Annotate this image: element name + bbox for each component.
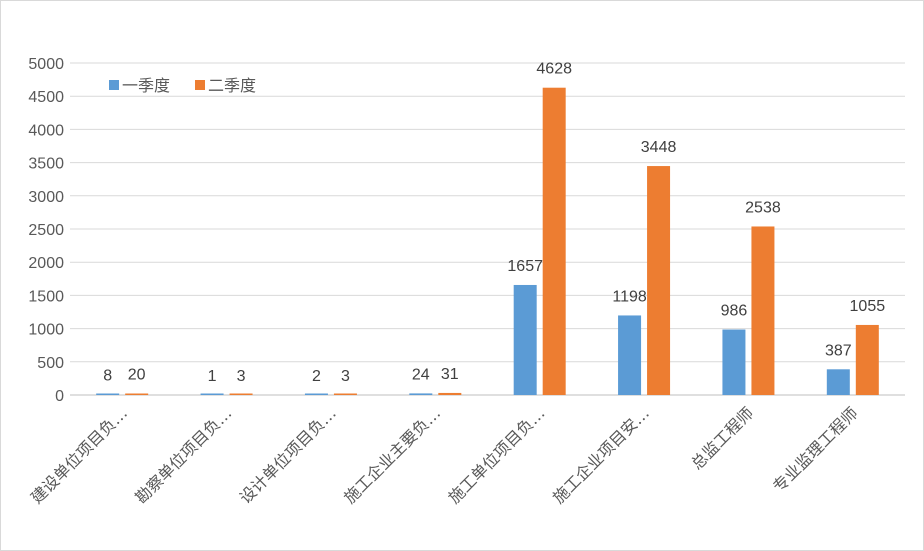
x-axis-categories: 建设单位项目负… 勘察单位项目负… 设计单位项目负… 施工企业主要负… 施工单位项目负…… (27, 403, 862, 507)
x-category-label: 总监工程师 (687, 403, 757, 473)
y-tick-label: 2000 (28, 255, 64, 272)
y-tick-label: 4000 (28, 122, 64, 139)
data-label: 3448 (641, 139, 677, 156)
x-category-label: 勘察单位项目负… (131, 403, 235, 507)
y-tick-label: 5000 (28, 56, 64, 73)
bar-q2 (438, 392, 462, 395)
bar-q1 (409, 393, 433, 395)
data-label: 1055 (850, 298, 886, 315)
y-tick-label: 2500 (28, 222, 64, 239)
legend-swatch-q1 (109, 80, 119, 90)
data-label: 31 (441, 366, 459, 383)
data-label: 3 (341, 368, 350, 385)
legend-label-q1: 一季度 (122, 76, 170, 95)
bar-q2 (855, 324, 879, 395)
x-category-label: 专业监理工程师 (769, 403, 862, 496)
x-category-label: 施工单位项目负… (445, 403, 549, 507)
bar-q1 (513, 284, 537, 395)
y-axis-ticks: 0 500 1000 1500 2000 2500 3000 3500 4000 4500 5000 (28, 56, 64, 405)
y-tick-label: 4500 (28, 89, 64, 106)
data-label: 1198 (612, 288, 647, 305)
data-label: 1657 (507, 258, 543, 275)
bar-q2 (751, 226, 775, 395)
data-label: 4628 (536, 61, 572, 78)
data-labels: 8 1 2 24 1657 1198 986 387 20 3 3 31 4628 3448 2538 105… (103, 61, 885, 385)
bar-q1 (826, 369, 850, 395)
x-category-label: 建设单位项目负… (27, 403, 131, 507)
data-label: 2538 (745, 199, 781, 216)
gridlines (70, 62, 905, 396)
y-tick-label: 3000 (28, 189, 64, 206)
legend: 一季度 二季度 (109, 76, 256, 95)
bar-q2 (229, 393, 253, 395)
x-category-label: 设计单位项目负… (236, 403, 340, 507)
y-tick-label: 3500 (28, 156, 64, 173)
y-tick-label: 1000 (28, 322, 64, 339)
bar-q2 (647, 166, 671, 395)
data-label: 24 (412, 366, 430, 383)
bar-q2 (333, 393, 357, 395)
legend-label-q2: 二季度 (208, 76, 256, 95)
data-label: 1 (208, 368, 217, 385)
y-tick-label: 1500 (28, 288, 64, 305)
bar-q2 (125, 393, 149, 395)
data-label: 8 (103, 367, 112, 384)
bars (96, 87, 879, 395)
data-label: 20 (128, 367, 146, 384)
data-label: 986 (721, 303, 748, 320)
bar-q1 (96, 393, 120, 395)
x-category-label: 施工企业主要负… (340, 403, 444, 507)
y-tick-label: 0 (55, 388, 64, 405)
bar-q1 (722, 329, 746, 395)
bar-q2 (542, 87, 566, 395)
y-tick-label: 500 (37, 355, 64, 372)
data-label: 387 (825, 342, 852, 359)
data-label: 3 (237, 368, 246, 385)
bar-q1 (304, 393, 328, 395)
data-label: 2 (312, 368, 321, 385)
bar-q1 (200, 393, 224, 395)
legend-swatch-q2 (195, 80, 205, 90)
bar-q1 (618, 315, 642, 395)
x-category-label: 施工企业项目安… (549, 403, 653, 507)
